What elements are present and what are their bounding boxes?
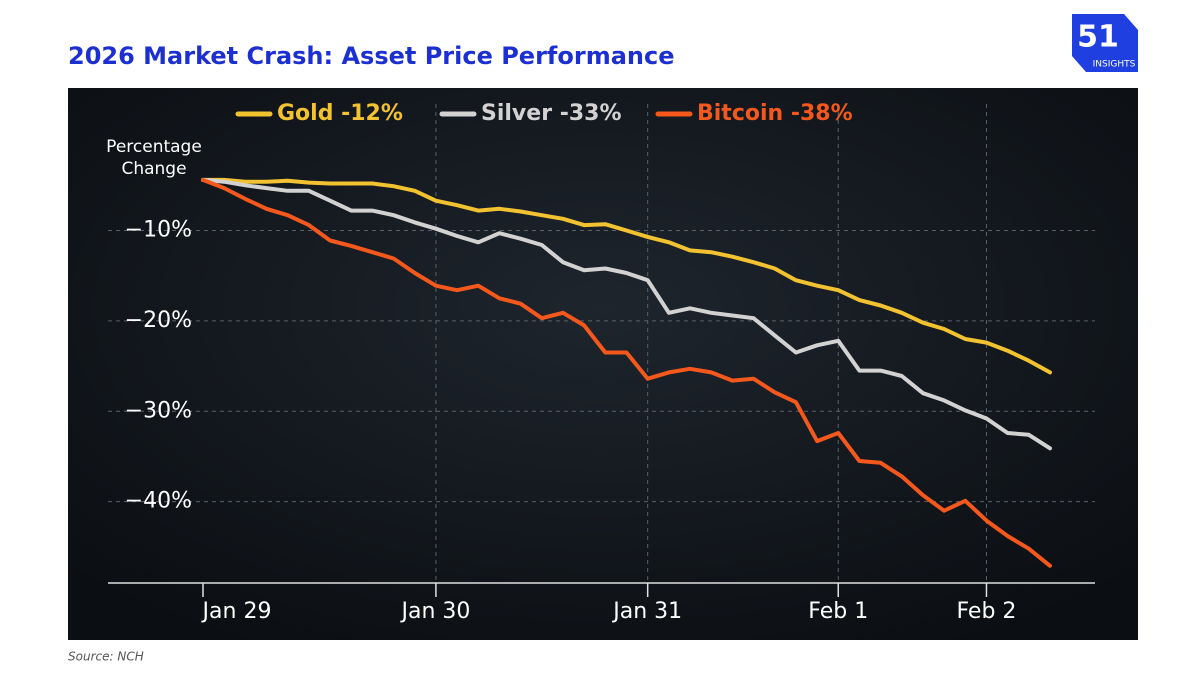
y-tick-label: −10% bbox=[125, 218, 192, 243]
logo-badge bbox=[1072, 14, 1138, 72]
x-tick-label: Jan 30 bbox=[399, 599, 470, 624]
legend-label: Bitcoin -38% bbox=[697, 101, 853, 126]
series-line bbox=[201, 177, 1052, 451]
y-tick-label: −20% bbox=[125, 308, 192, 333]
logo-text: INSIGHTS bbox=[1093, 60, 1136, 70]
x-tick-label: Jan 29 bbox=[201, 599, 272, 624]
series-line bbox=[201, 177, 1052, 568]
source-note: Source: NCH bbox=[68, 650, 144, 664]
legend-label: Gold -12% bbox=[277, 101, 403, 126]
x-tick-label: Jan 31 bbox=[611, 599, 682, 624]
chart-panel bbox=[68, 88, 1138, 640]
y-tick-label: −40% bbox=[125, 489, 192, 514]
y-axis-label: Percentage Change bbox=[106, 137, 202, 179]
legend-label: Silver -33% bbox=[481, 101, 622, 126]
logo-number: 51 bbox=[1077, 20, 1119, 55]
series-line bbox=[201, 177, 1052, 375]
x-tick-label: Feb 1 bbox=[808, 599, 868, 624]
y-tick-label: −30% bbox=[125, 398, 192, 423]
page-title: 2026 Market Crash: Asset Price Performan… bbox=[68, 42, 674, 70]
x-tick-label: Feb 2 bbox=[956, 599, 1016, 624]
